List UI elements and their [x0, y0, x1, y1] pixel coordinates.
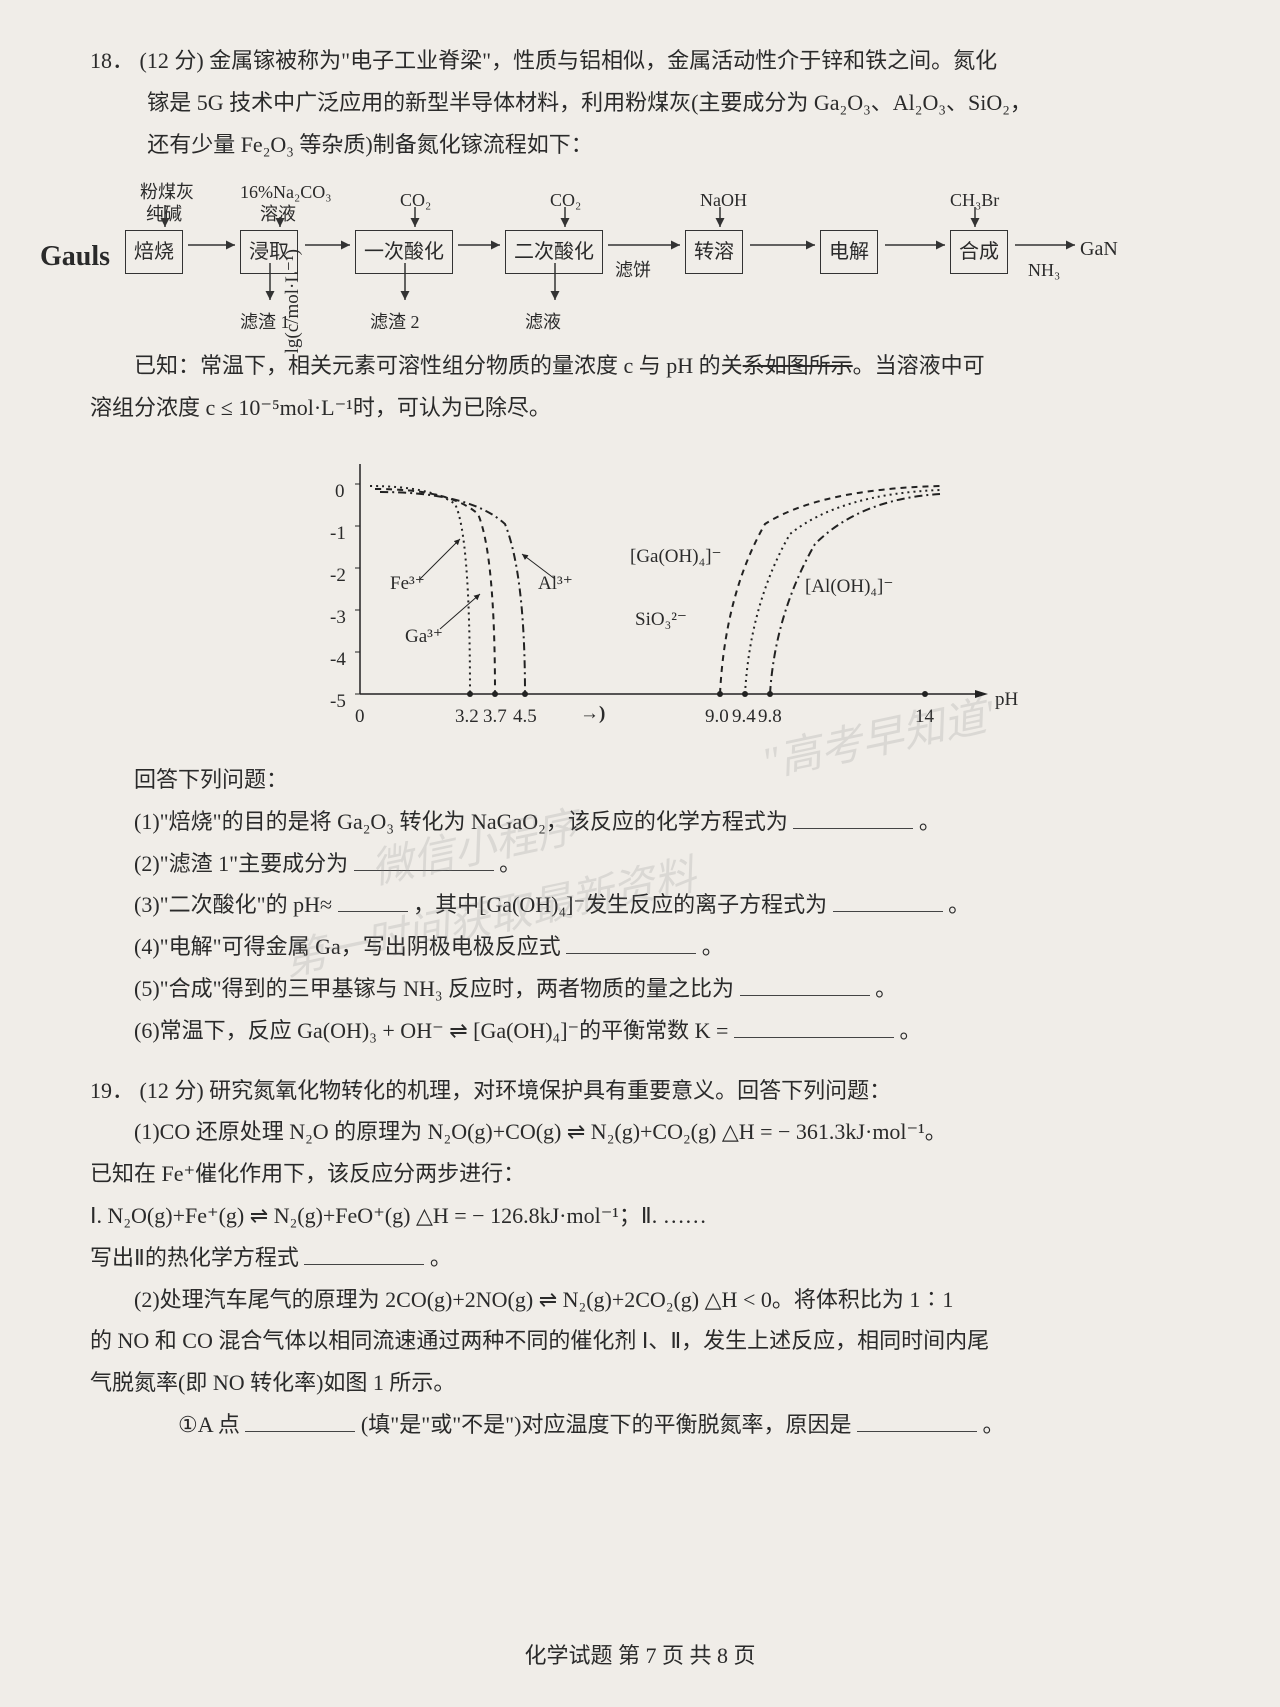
q18-p3c: 。 [948, 892, 970, 917]
q19-p2a: (2)处理汽车尾气的原理为 2CO(g)+2NO(g) ⇌ N₂(g)+2CO₂… [90, 1279, 1190, 1321]
ytick-3: -3 [330, 600, 346, 636]
q19-header: 19． (12 分) 研究氮氧化物转化的机理，对环境保护具有重要意义。回答下列问… [90, 1070, 1190, 1112]
solubility-chart: lg(c/mol·L⁻¹) pH 0 -1 -2 -3 -4 -5 0 3.2 … [300, 444, 1050, 734]
blank[interactable] [740, 974, 870, 996]
q18-p1a: (1)"焙烧"的目的是将 Ga₂O₃ 转化为 NaGaO₂，该反应的化学方程式为 [134, 809, 788, 834]
q18-p4b: 。 [702, 934, 724, 959]
q19-p1: (1)CO 还原处理 N₂O 的原理为 N₂O(g)+CO(g) ⇌ N₂(g)… [90, 1111, 1190, 1153]
chart-ylabel: lg(c/mol·L⁻¹) [275, 249, 311, 449]
q19-l4b: 。 [430, 1245, 452, 1270]
blank[interactable] [734, 1016, 894, 1038]
q18-p5b: 。 [875, 976, 897, 1001]
species-fe: Fe³⁺ [390, 566, 425, 602]
q19-l4: 写出Ⅱ的热化学方程式 。 [90, 1237, 1190, 1279]
blank[interactable] [245, 1410, 355, 1432]
blank[interactable] [304, 1243, 424, 1265]
q19-p2b: 的 NO 和 CO 混合气体以相同流速通过两种不同的催化剂 Ⅰ、Ⅱ，发生上述反应… [90, 1320, 1190, 1362]
question-19: 19． (12 分) 研究氮氧化物转化的机理，对环境保护具有重要意义。回答下列问… [90, 1070, 1190, 1446]
ytick-1: -1 [330, 516, 346, 552]
ytick-2: -2 [330, 558, 346, 594]
q18-known-l2: 溶组分浓度 c ≤ 10⁻⁵mol·L⁻¹时，可认为已除尽。 [90, 387, 1190, 429]
xtick-4: 9.0 [705, 699, 729, 735]
q18-p5a: (5)"合成"得到的三甲基镓与 NH₃ 反应时，两者物质的量之比为 [134, 976, 734, 1001]
blank[interactable] [793, 807, 913, 829]
q19-num: 19． [90, 1078, 134, 1103]
chart-arrow-mark: →) [580, 696, 605, 732]
blank[interactable] [354, 849, 494, 871]
q18-p1: (1)"焙烧"的目的是将 Ga₂O₃ 转化为 NaGaO₂，该反应的化学方程式为… [90, 801, 1190, 843]
species-aloh: [Al(OH)₄]⁻ [805, 569, 893, 605]
chart-xlabel: pH [995, 682, 1018, 718]
xtick-3: 4.5 [513, 699, 537, 735]
blank[interactable] [566, 932, 696, 954]
flow-diagram: Gauls 粉煤灰 纯碱 16%Na₂CO₃ 溶液 CO₂ CO₂ NaOH C… [70, 175, 1190, 335]
species-al: Al³⁺ [538, 566, 573, 602]
q19-intro: 研究氮氧化物转化的机理，对环境保护具有重要意义。回答下列问题： [209, 1078, 891, 1103]
xtick-6: 9.8 [758, 699, 782, 735]
q18-known: 已知：常温下，相关元素可溶性组分物质的量浓度 c 与 pH 的关系如图所示。当溶… [90, 345, 1190, 387]
q18-intro-l3: 还有少量 Fe₂O₃ 等杂质)制备氮化镓流程如下： [90, 124, 1190, 166]
q19-l2: 已知在 Fe⁺催化作用下，该反应分两步进行： [90, 1153, 1190, 1195]
q18-p3: (3)"二次酸化"的 pH≈ ，其中[Ga(OH)₄]⁻发生反应的离子方程式为 … [90, 884, 1190, 926]
ytick-5: -5 [330, 684, 346, 720]
xtick-2: 3.7 [483, 699, 507, 735]
q19-l4a: 写出Ⅱ的热化学方程式 [90, 1245, 299, 1270]
q18-intro-l1: 金属镓被称为"电子工业脊梁"，性质与铝相似，金属活动性介于锌和铁之间。氮化 [209, 48, 997, 73]
ytick-4: -4 [330, 642, 346, 678]
q18-intro: 18． (12 分) 金属镓被称为"电子工业脊梁"，性质与铝相似，金属活动性介于… [90, 40, 1190, 82]
q18-num: 18． [90, 48, 134, 73]
question-18: 18． (12 分) 金属镓被称为"电子工业脊梁"，性质与铝相似，金属活动性介于… [90, 40, 1190, 1052]
q18-points: (12 分) [140, 48, 204, 73]
ytick-0: 0 [335, 474, 345, 510]
q18-p4: (4)"电解"可得金属 Ga，写出阴极电极反应式 。 [90, 926, 1190, 968]
q18-p1b: 。 [919, 809, 941, 834]
q18-p4a: (4)"电解"可得金属 Ga，写出阴极电极反应式 [134, 934, 561, 959]
q18-known-l1: 已知：常温下，相关元素可溶性组分物质的量浓度 c 与 pH 的关 [134, 353, 743, 378]
xtick-7: 14 [915, 699, 934, 735]
q19-p2d-b: (填"是"或"不是")对应温度下的平衡脱氮率，原因是 [361, 1412, 852, 1437]
flow-arrows [70, 175, 1170, 335]
q19-p2c: 气脱氮率(即 NO 转化率)如图 1 所示。 [90, 1362, 1190, 1404]
q18-p2b: 。 [499, 851, 521, 876]
xtick-1: 3.2 [455, 699, 479, 735]
q18-known-strike: 系如图所示 [743, 353, 853, 378]
blank[interactable] [338, 890, 408, 912]
q19-p2d: ①A 点 (填"是"或"不是")对应温度下的平衡脱氮率，原因是 。 [90, 1404, 1190, 1446]
q18-p6b: 。 [899, 1018, 921, 1043]
q18-known-l1b: 。当溶液中可 [853, 353, 985, 378]
q19-points: (12 分) [140, 1078, 204, 1103]
q19-p2d-a: ①A 点 [178, 1412, 240, 1437]
species-gaoh: [Ga(OH)₄]⁻ [630, 539, 722, 575]
q18-p3a: (3)"二次酸化"的 pH≈ [134, 892, 332, 917]
q19-p2d-c: 。 [982, 1412, 1004, 1437]
xtick-0: 0 [355, 699, 365, 735]
species-sio: SiO₃²⁻ [635, 602, 687, 638]
q18-p3b: ，其中[Ga(OH)₄]⁻发生反应的离子方程式为 [413, 892, 827, 917]
q18-answer-intro: 回答下列问题： [90, 759, 1190, 801]
q19-l3: Ⅰ. N₂O(g)+Fe⁺(g) ⇌ N₂(g)+FeO⁺(g) △H = − … [90, 1195, 1190, 1237]
q18-p5: (5)"合成"得到的三甲基镓与 NH₃ 反应时，两者物质的量之比为 。 [90, 968, 1190, 1010]
q18-intro-l2: 镓是 5G 技术中广泛应用的新型半导体材料，利用粉煤灰(主要成分为 Ga₂O₃、… [90, 82, 1190, 124]
q18-p6a: (6)常温下，反应 Ga(OH)₃ + OH⁻ ⇌ [Ga(OH)₄]⁻的平衡常… [134, 1018, 734, 1043]
q18-p2a: (2)"滤渣 1"主要成分为 [134, 851, 348, 876]
page-footer: 化学试题 第 7 页 共 8 页 [0, 1635, 1280, 1677]
q18-p6: (6)常温下，反应 Ga(OH)₃ + OH⁻ ⇌ [Ga(OH)₄]⁻的平衡常… [90, 1010, 1190, 1052]
xtick-5: 9.4 [732, 699, 756, 735]
blank[interactable] [857, 1410, 977, 1432]
q18-p2: (2)"滤渣 1"主要成分为 。 [90, 843, 1190, 885]
species-ga: Ga³⁺ [405, 619, 443, 655]
blank[interactable] [833, 890, 943, 912]
